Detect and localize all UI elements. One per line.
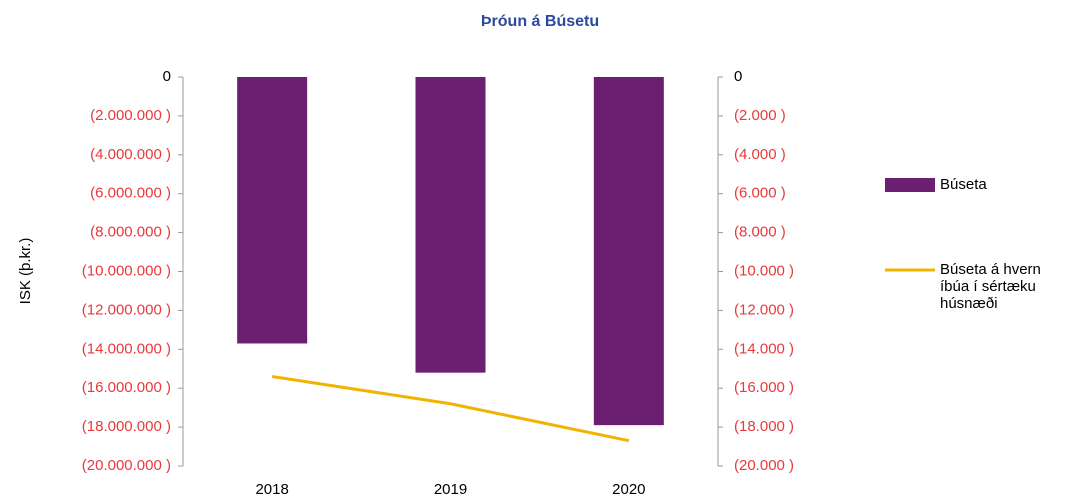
- x-tick-label: 2019: [434, 481, 467, 498]
- y2-tick-label: (6.000 ): [734, 185, 786, 202]
- y-tick-label: 0: [163, 68, 171, 85]
- legend-marker: [885, 178, 935, 192]
- chart-title: Þróun á Búsetu: [481, 13, 599, 30]
- y2-tick-label: (16.000 ): [734, 379, 794, 396]
- y-tick-label: (14.000.000 ): [82, 340, 171, 357]
- y-tick-label: (6.000.000 ): [90, 185, 171, 202]
- legend-label: Búseta á hvern íbúa í sértæku húsnæði: [940, 261, 1041, 312]
- y2-tick-label: (4.000 ): [734, 146, 786, 163]
- y-tick-label: (4.000.000 ): [90, 146, 171, 163]
- y-tick-label: (18.000.000 ): [82, 418, 171, 435]
- y-axis-label: ISK (þ.kr.): [17, 238, 34, 305]
- y-tick-label: (2.000.000 ): [90, 107, 171, 124]
- bar: [593, 77, 664, 426]
- x-tick-label: 2020: [612, 481, 645, 498]
- legend-label: Búseta: [940, 176, 987, 193]
- y2-tick-label: (2.000 ): [734, 107, 786, 124]
- y2-tick-label: (8.000 ): [734, 224, 786, 241]
- y2-tick-label: (14.000 ): [734, 340, 794, 357]
- y-tick-label: (16.000.000 ): [82, 379, 171, 396]
- line: [271, 375, 630, 443]
- y-tick-label: (8.000.000 ): [90, 224, 171, 241]
- y2-tick-label: (18.000 ): [734, 418, 794, 435]
- y-tick-label: (12.000.000 ): [82, 301, 171, 318]
- y2-tick-label: 0: [734, 68, 742, 85]
- y2-tick-label: (12.000 ): [734, 301, 794, 318]
- bar: [237, 77, 308, 344]
- y2-tick-label: (10.000 ): [734, 262, 794, 279]
- bar: [415, 77, 486, 373]
- x-tick-label: 2018: [255, 481, 288, 498]
- y-tick-label: (10.000.000 ): [82, 262, 171, 279]
- y-tick-label: (20.000.000 ): [82, 457, 171, 474]
- y2-tick-label: (20.000 ): [734, 457, 794, 474]
